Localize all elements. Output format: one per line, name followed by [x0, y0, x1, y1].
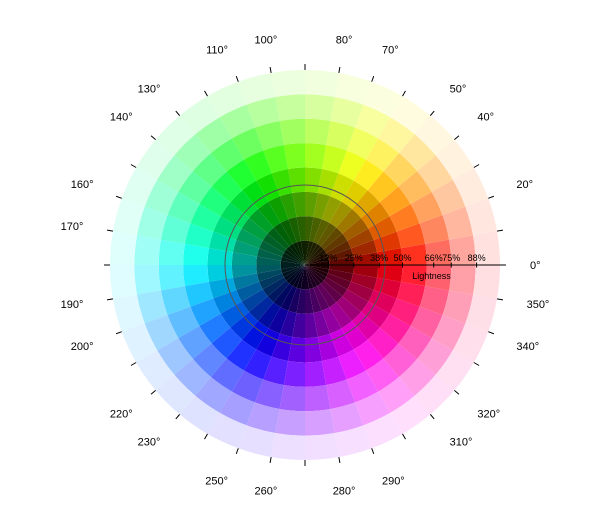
wheel-cell — [305, 70, 339, 97]
degree-tick — [151, 390, 156, 394]
wheel-cell — [305, 433, 339, 460]
degree-tick — [236, 448, 238, 454]
lightness-label-25: 25% — [345, 253, 363, 263]
degree-label-140: 140° — [110, 111, 133, 123]
degree-tick — [176, 111, 180, 116]
degree-tick — [107, 299, 113, 300]
lightness-label-88: 88% — [468, 253, 486, 263]
degree-tick — [497, 230, 503, 231]
degree-tick — [403, 91, 406, 96]
degree-tick — [474, 363, 479, 366]
degree-label-170: 170° — [61, 221, 84, 233]
degree-label-40: 40° — [477, 111, 494, 123]
degree-tick — [205, 434, 208, 439]
wheel-cell — [271, 70, 305, 97]
degree-tick — [270, 457, 271, 463]
degree-tick — [403, 434, 406, 439]
degree-label-250: 250° — [205, 475, 228, 487]
degree-tick — [372, 448, 374, 454]
wheel-cell — [275, 409, 305, 436]
degree-tick — [176, 414, 180, 419]
degree-label-220: 220° — [110, 409, 133, 421]
degree-label-70: 70° — [382, 45, 399, 57]
degree-label-0: 0° — [530, 260, 541, 272]
degree-label-50: 50° — [450, 84, 467, 96]
degree-label-130: 130° — [138, 84, 161, 96]
wheel-cell — [280, 119, 305, 145]
degree-label-280: 280° — [333, 486, 356, 498]
wheel-cell — [305, 409, 335, 436]
degree-label-160: 160° — [71, 179, 94, 191]
lightness-label-75: 75% — [442, 253, 460, 263]
color-wheel-svg: 0° 20° 40° 50° 70° 80° 100° 110° 130° 140° 160° 170… — [0, 0, 610, 530]
degree-label-200: 200° — [71, 341, 94, 353]
wheel-cell — [159, 240, 185, 265]
degree-label-310: 310° — [450, 436, 473, 448]
wheel-cell — [449, 265, 476, 295]
degree-tick — [339, 67, 340, 73]
degree-tick — [116, 332, 122, 334]
lightness-label-12: 12% — [319, 253, 337, 263]
degree-tick — [454, 390, 459, 394]
degree-label-20: 20° — [516, 179, 533, 191]
degree-tick — [488, 196, 494, 198]
degree-tick — [131, 165, 136, 168]
degree-label-190: 190° — [61, 299, 84, 311]
degree-tick — [236, 76, 238, 82]
degree-tick — [151, 136, 156, 140]
degree-label-80: 80° — [336, 34, 353, 46]
degree-label-110: 110° — [206, 45, 228, 57]
degree-tick — [107, 230, 113, 231]
wheel-cell — [280, 385, 305, 411]
degree-label-320: 320° — [477, 409, 500, 421]
degree-tick — [497, 299, 503, 300]
wheel-cell — [110, 231, 137, 265]
degree-tick — [454, 136, 459, 140]
degree-label-350: 350° — [527, 299, 550, 311]
wheel-cell — [305, 94, 335, 121]
degree-tick — [270, 67, 271, 73]
degree-tick — [488, 332, 494, 334]
degree-tick — [131, 363, 136, 366]
degree-label-100: 100° — [255, 34, 278, 46]
wheel-cell — [159, 265, 185, 290]
lightness-label-38: 38% — [370, 253, 388, 263]
wheel-cell — [275, 94, 305, 121]
degree-label-290: 290° — [382, 475, 405, 487]
lightness-axis-title: Lightness — [412, 271, 451, 281]
wheel-cell — [305, 385, 330, 411]
lightness-label-66: 66% — [425, 253, 443, 263]
degree-tick — [339, 457, 340, 463]
degree-tick — [205, 91, 208, 96]
degree-tick — [430, 414, 434, 419]
degree-label-260: 260° — [255, 486, 278, 498]
degree-tick — [372, 76, 374, 82]
degree-label-340: 340° — [516, 341, 539, 353]
wheel-cell — [134, 265, 161, 295]
wheel-cell — [473, 265, 500, 299]
degree-tick — [430, 111, 434, 116]
degree-tick — [116, 196, 122, 198]
wheel-cell — [110, 265, 137, 299]
wheel-cell — [134, 235, 161, 265]
color-wheel-diagram: 0° 20° 40° 50° 70° 80° 100° 110° 130° 140° 160° 170… — [0, 0, 610, 530]
degree-tick — [474, 165, 479, 168]
lightness-label-50: 50% — [393, 253, 411, 263]
wheel-cell — [305, 119, 330, 145]
wheel-cell — [271, 433, 305, 460]
degree-label-230: 230° — [138, 436, 161, 448]
